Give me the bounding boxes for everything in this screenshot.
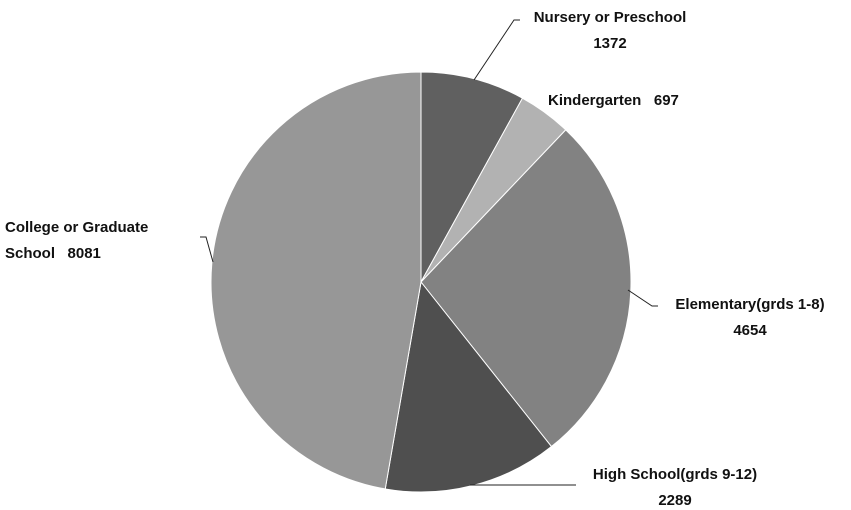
slice-label: Kindergarten 697 [548,88,679,114]
slice-label: Elementary(grds 1-8) 4654 [650,292,850,344]
category-label: Nursery or Preschool [533,9,687,26]
leader-line [200,236,214,263]
value-label: 8081 [67,245,101,262]
leader-line [627,289,658,307]
leader-line [473,19,520,81]
value-label: 1372 [593,35,627,52]
category-label: High School(grds 9-12) [592,466,758,483]
pie-slice [210,71,422,490]
slice-label: High School(grds 9-12) 2289 [570,462,780,510]
slice-label: College or Graduate School 8081 [5,215,205,267]
category-label: College or Graduate School [5,219,149,262]
category-label: Elementary(grds 1-8) [675,296,825,313]
slice-label: Nursery or Preschool 1372 [510,5,710,57]
value-label: 2289 [658,492,692,509]
value-label: 4654 [733,322,767,339]
value-label: 697 [653,92,679,109]
pie-slice [420,71,524,283]
slices [210,71,632,493]
category-label: Kindergarten [548,92,642,109]
